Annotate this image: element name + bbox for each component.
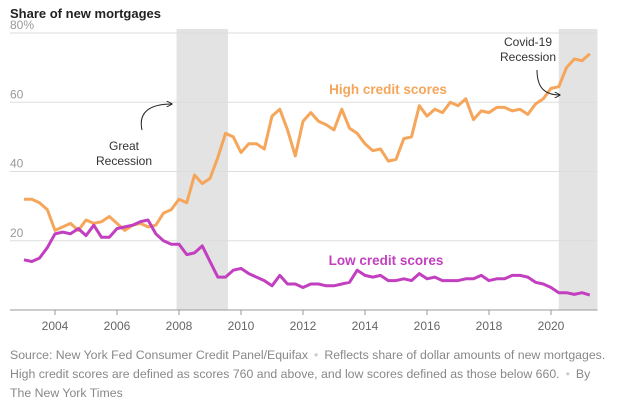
chart-title: Share of new mortgages (10, 6, 161, 21)
annotation: Covid-19 (504, 35, 552, 49)
recession-band (558, 29, 598, 310)
annotation: Great (109, 139, 140, 153)
y-tick-label: 60 (10, 87, 24, 101)
x-tick-label: 2018 (476, 319, 503, 333)
annotation-arrow (140, 104, 172, 131)
annotation: Recession (96, 154, 152, 168)
x-tick-label: 2010 (228, 319, 255, 333)
series-label: Low credit scores (329, 253, 444, 268)
x-tick-label: 2004 (42, 319, 69, 333)
credit: By The New York Times (10, 367, 591, 400)
source: Source: New York Fed Consumer Credit Pan… (10, 348, 309, 362)
y-tick-label: 20 (10, 226, 24, 240)
annotation: Recession (500, 50, 556, 64)
chart: Share of new mortgages 20 40 60 80% 2004 2006… (10, 6, 598, 333)
recession-band (176, 29, 228, 310)
x-tick-label: 2016 (414, 319, 441, 333)
y-tick-label: 40 (10, 157, 24, 171)
x-tick-label: 2014 (352, 319, 379, 333)
x-tick-label: 2020 (538, 319, 565, 333)
series-line (24, 52, 591, 232)
x-tick-label: 2006 (104, 319, 131, 333)
series-line (23, 218, 591, 297)
annotation-arrow (536, 69, 560, 95)
y-tick-label: 80% (10, 18, 34, 32)
x-tick-label: 2008 (166, 319, 193, 333)
x-tick-label: 2012 (290, 319, 317, 333)
footnote: Source: New York Fed Consumer Credit Pan… (10, 348, 606, 400)
note: Reflects share of dollar amounts of new … (10, 348, 606, 381)
series-label: High credit scores (329, 82, 447, 97)
